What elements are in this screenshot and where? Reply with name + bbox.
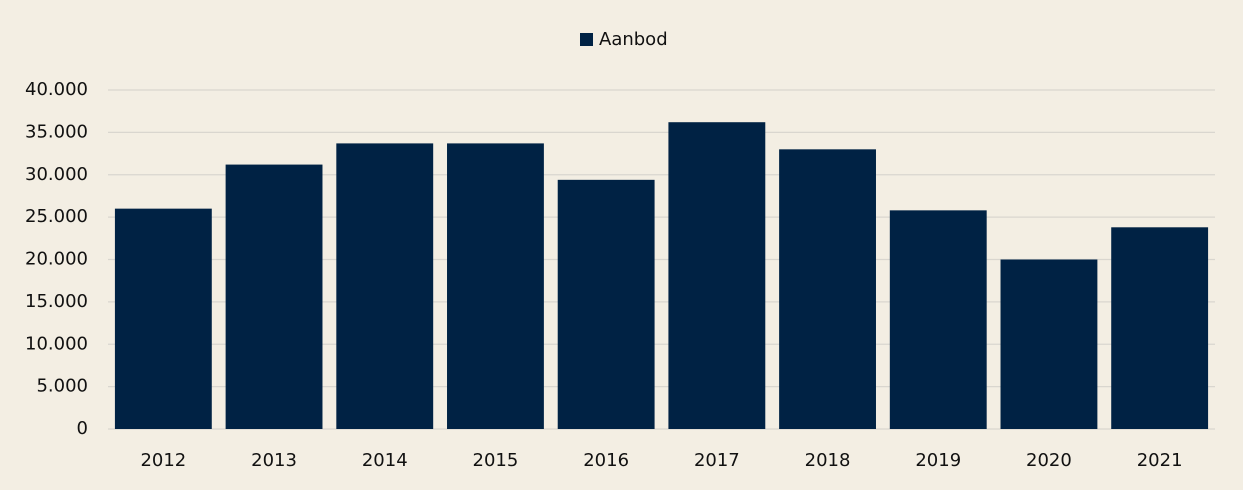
x-tick-label: 2013 — [251, 450, 297, 471]
y-tick-label: 10.000 — [25, 333, 88, 354]
y-tick-label: 30.000 — [25, 164, 88, 185]
bar — [1111, 227, 1209, 429]
x-tick-label: 2015 — [473, 450, 519, 471]
x-tick-label: 2017 — [694, 450, 740, 471]
y-tick-label: 40.000 — [25, 79, 88, 100]
legend-swatch — [580, 33, 593, 46]
x-tick-label: 2016 — [583, 450, 629, 471]
x-tick-label: 2021 — [1137, 450, 1183, 471]
y-tick-label: 0 — [77, 418, 88, 439]
legend-label: Aanbod — [599, 29, 668, 50]
x-tick-label: 2014 — [362, 450, 408, 471]
x-tick-label: 2018 — [805, 450, 851, 471]
bar — [779, 149, 876, 429]
y-tick-label: 20.000 — [25, 249, 88, 270]
y-tick-label: 25.000 — [25, 206, 88, 227]
x-tick-label: 2020 — [1026, 450, 1072, 471]
bar — [889, 210, 987, 429]
bar — [336, 143, 434, 429]
y-tick-label: 15.000 — [25, 291, 88, 312]
y-tick-label: 35.000 — [25, 121, 88, 142]
bar — [668, 122, 766, 429]
bar — [447, 143, 544, 429]
bar — [557, 179, 655, 429]
x-tick-label: 2019 — [915, 450, 961, 471]
bar — [1000, 259, 1098, 429]
y-tick-label: 5.000 — [36, 376, 88, 397]
bar — [114, 208, 212, 429]
bar — [225, 164, 323, 429]
x-tick-label: 2012 — [140, 450, 186, 471]
